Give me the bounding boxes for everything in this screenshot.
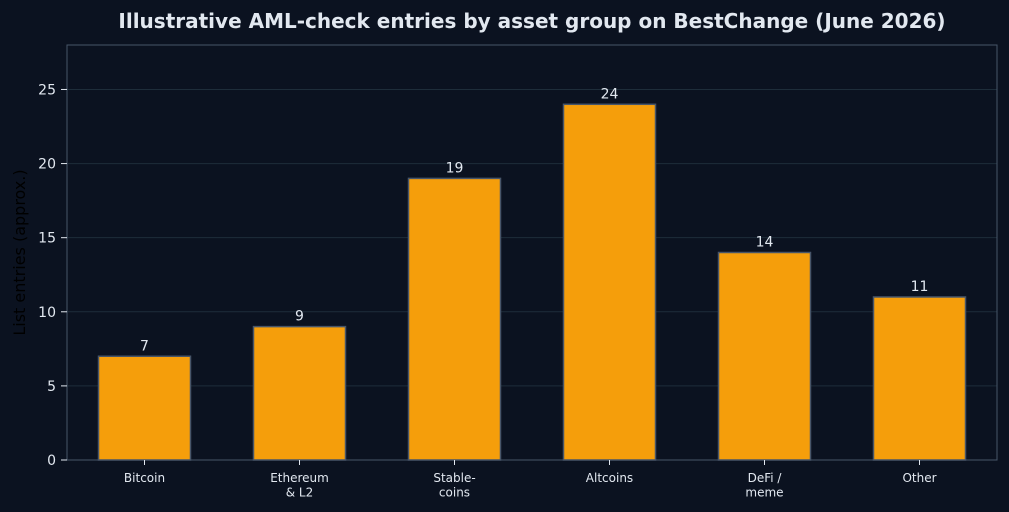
- y-axis-ticks: 0 5 10 15 20 25: [38, 82, 67, 469]
- bars: [97, 103, 967, 461]
- x-tick-label-4-1: meme: [745, 486, 783, 500]
- y-tick-label-0: 0: [47, 453, 56, 469]
- bar-2: [407, 177, 502, 461]
- x-tick-label-4-0: DeFi /: [748, 471, 783, 485]
- data-label-5: 11: [911, 279, 929, 295]
- data-labels: 7 9 19 24 14 11: [140, 86, 928, 354]
- x-tick-label-0-0: Bitcoin: [124, 471, 165, 485]
- chart-title: Illustrative AML-check entries by asset …: [118, 9, 945, 33]
- y-tick-label-1: 5: [47, 379, 56, 395]
- bar-3: [562, 103, 657, 461]
- data-label-0: 7: [140, 338, 149, 354]
- x-tick-label-2-0: Stable-: [433, 471, 475, 485]
- y-tick-label-2: 10: [38, 305, 56, 321]
- x-tick-label-3-0: Altcoins: [586, 471, 633, 485]
- plot-frame: [66, 44, 998, 461]
- x-tick-label-1-0: Ethereum: [270, 471, 329, 485]
- data-label-2: 19: [446, 160, 464, 176]
- bar-1: [252, 325, 347, 461]
- y-tick-label-5: 25: [38, 82, 56, 98]
- x-tick-label-1-1: & L2: [286, 486, 314, 500]
- x-tick-label-5-0: Other: [902, 471, 936, 485]
- y-axis-label: List entries (approx.): [10, 169, 29, 335]
- data-label-4: 14: [756, 235, 774, 251]
- x-axis-ticks: Bitcoin Ethereum& L2 Stable-coins Altcoins D…: [124, 460, 937, 500]
- data-label-3: 24: [601, 86, 619, 102]
- y-tick-label-4: 20: [38, 157, 56, 173]
- bar-5: [872, 296, 967, 461]
- bar-0: [97, 355, 192, 461]
- x-tick-label-2-1: coins: [439, 486, 470, 500]
- y-tick-label-3: 15: [38, 231, 56, 247]
- data-label-1: 9: [295, 309, 304, 325]
- bar-4: [717, 251, 812, 461]
